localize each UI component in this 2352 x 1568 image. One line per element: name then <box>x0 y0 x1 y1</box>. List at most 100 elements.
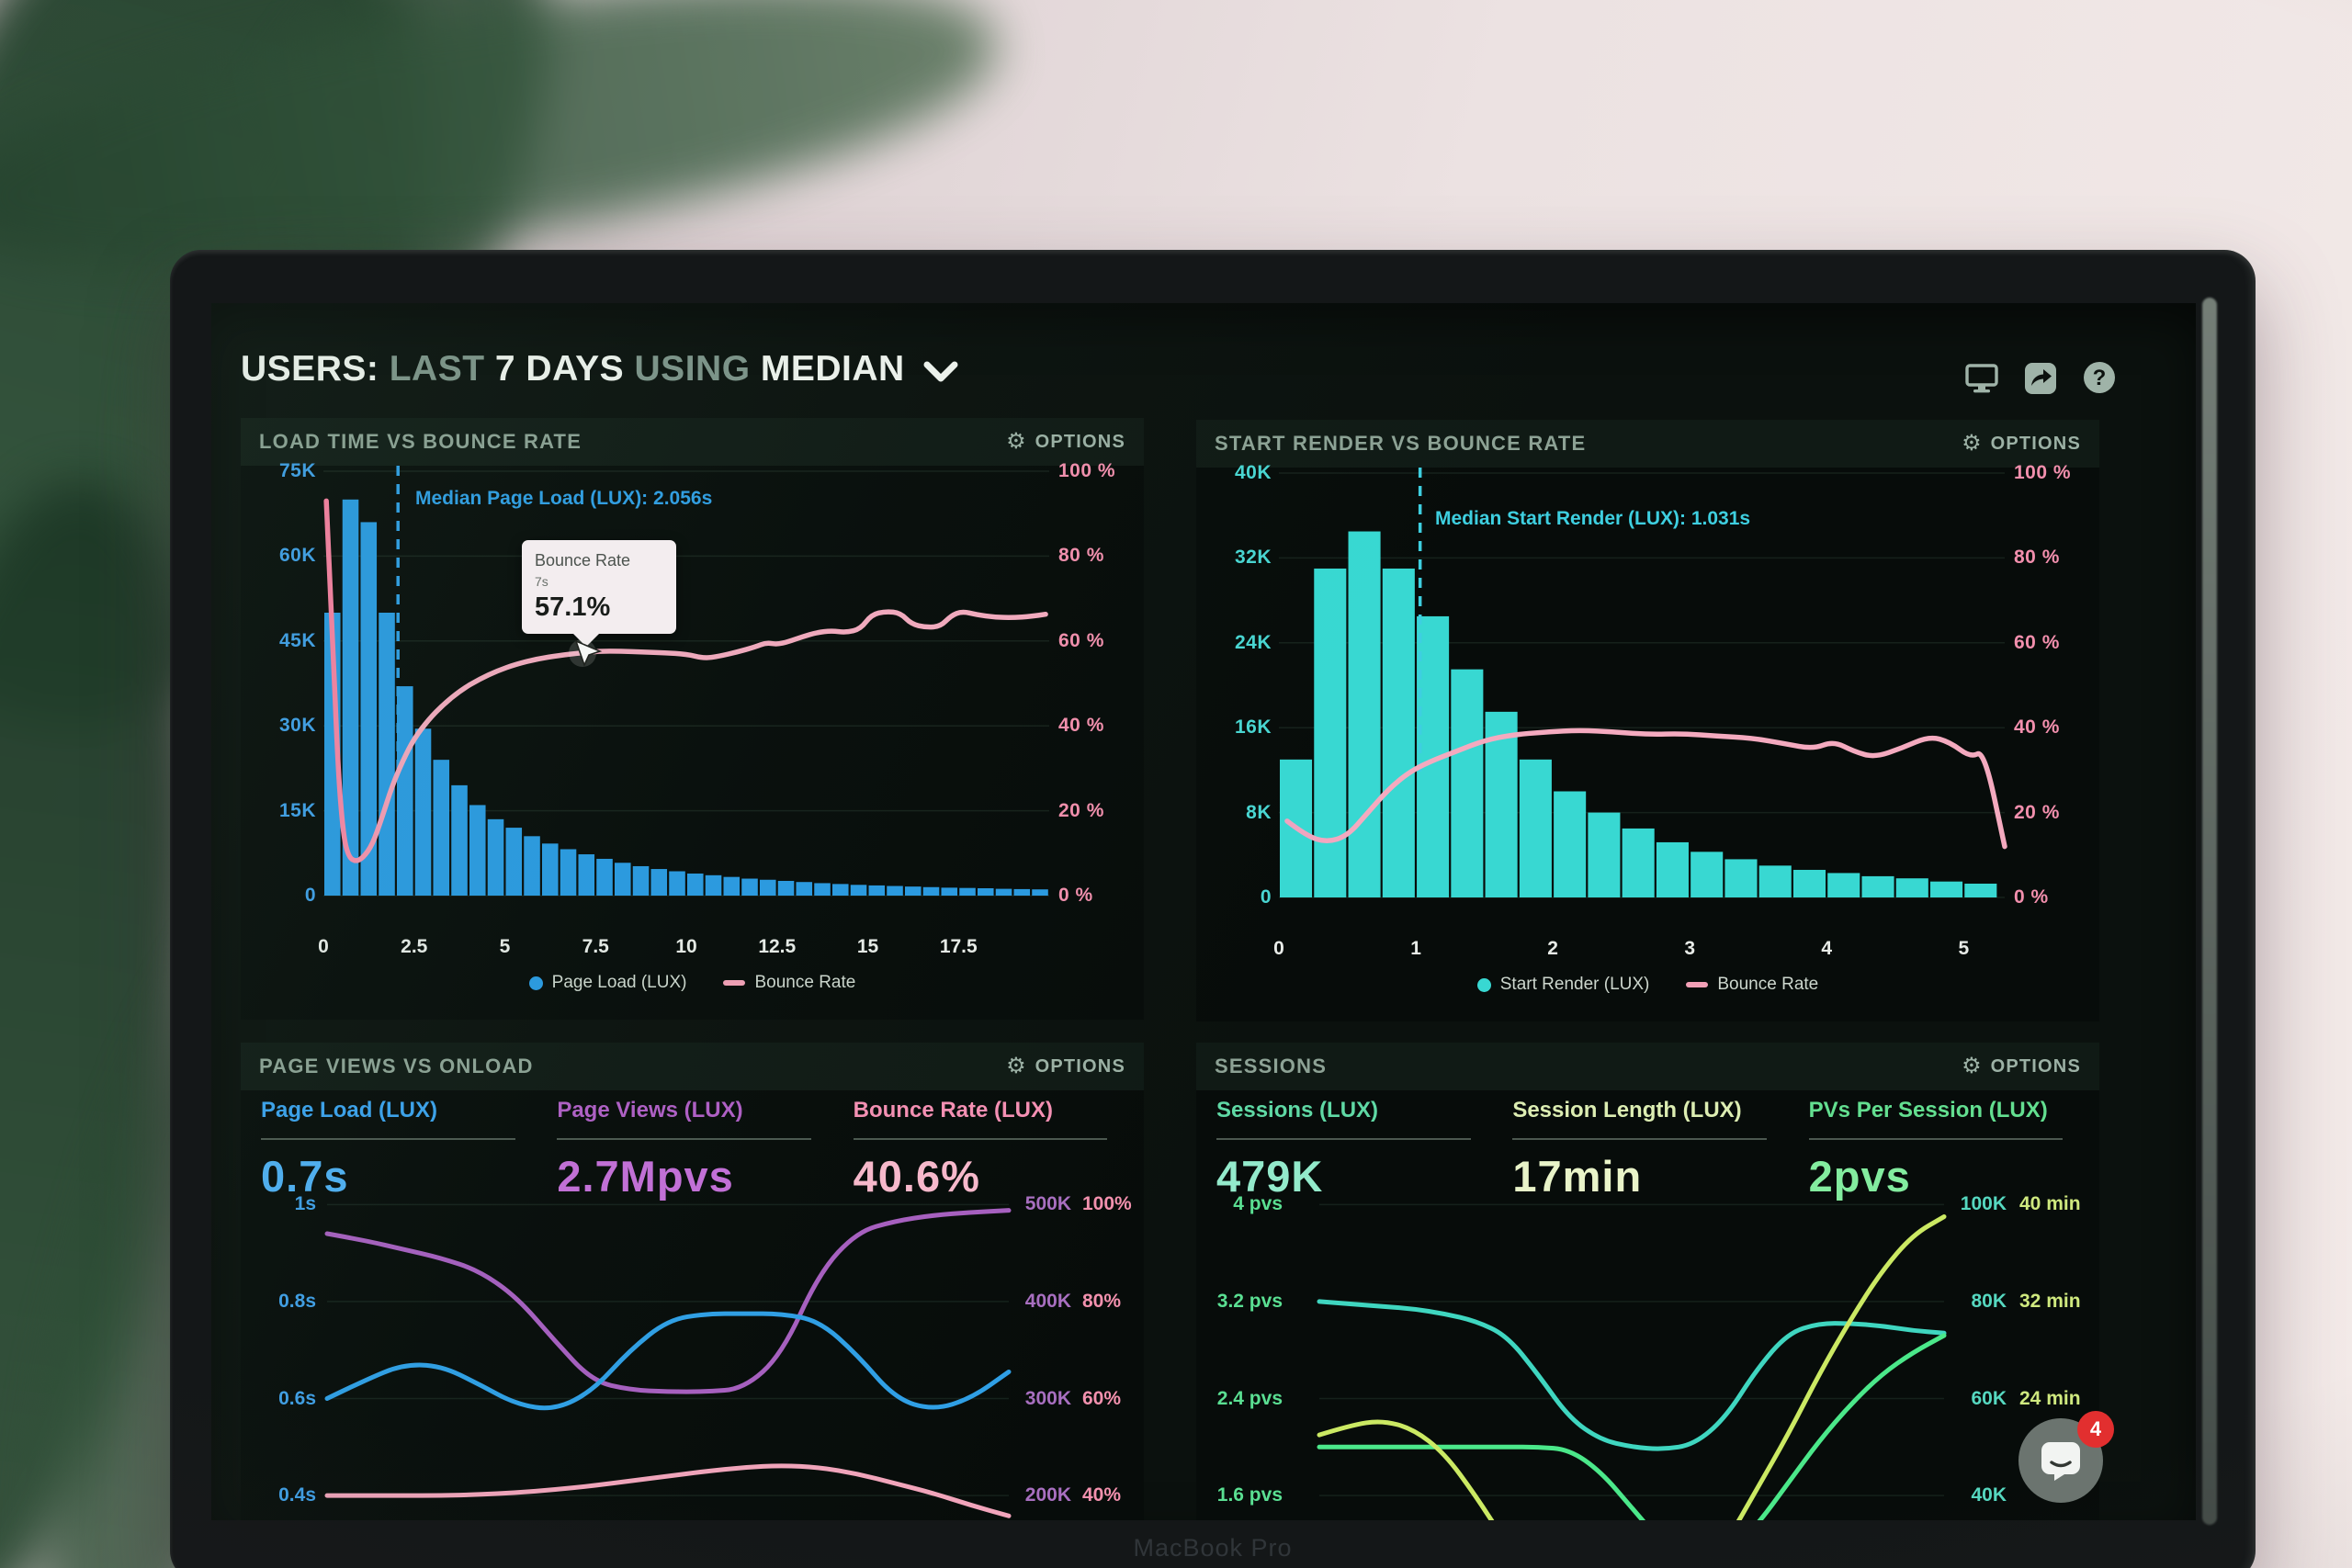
metric-value: 2.7Mpvs <box>557 1152 734 1201</box>
legend-dot-swatch <box>1476 977 1491 992</box>
legend-label: Page Load (LUX) <box>551 973 687 992</box>
share-icon[interactable] <box>2021 358 2060 397</box>
axis-tick-label: 3.2 pvs <box>1216 1290 1283 1312</box>
metric-value: 17min <box>1512 1152 1643 1201</box>
panel-header: PAGE VIEWS VS ONLOAD ⚙ OPTIONS <box>241 1043 1144 1090</box>
title-segment: USING <box>634 349 761 389</box>
help-icon[interactable]: ? <box>2080 358 2119 397</box>
options-button[interactable]: ⚙ OPTIONS <box>1006 1054 1125 1078</box>
metric-cards: Sessions (LUX) 479K Session Length (LUX) 17… <box>1216 1098 2079 1201</box>
x-tick-label: 5 <box>1958 938 1970 959</box>
metric-value: 40.6% <box>853 1152 980 1201</box>
axis-tick-label: 30K <box>278 715 316 737</box>
axis-tick-label: 15K <box>278 799 316 821</box>
x-tick-label: 15 <box>856 936 879 957</box>
start-render-chart-plot[interactable]: Median Start Render (LUX): 1.031s <box>1279 468 2007 898</box>
display-icon[interactable] <box>1962 358 2001 397</box>
x-tick-label: 2.5 <box>401 936 428 957</box>
tooltip-title: Bounce Rate <box>535 551 631 570</box>
panel-title: SESSIONS <box>1215 1055 1328 1077</box>
axis-tick-label: 60% <box>1082 1387 1122 1409</box>
axis-tick-label: 24K <box>1234 631 1272 653</box>
title-segment: MEDIAN <box>760 349 905 389</box>
axis-tick-label: 1.6 pvs <box>1216 1484 1283 1506</box>
legend-dot-swatch <box>528 976 543 990</box>
title-segment: 7 DAYS <box>494 349 635 389</box>
axis-tick-label: 400K <box>1024 1290 1071 1312</box>
axis-tick-label: 40 % <box>2014 716 2060 739</box>
chevron-down-icon <box>923 361 958 382</box>
metric-divider <box>1808 1138 2064 1140</box>
legend-label: Start Render (LUX) <box>1499 975 1650 994</box>
metric-card: Bounce Rate (LUX) 40.6% <box>853 1098 1124 1201</box>
legend-label: Bounce Rate <box>754 973 856 992</box>
median-annotation: Median Page Load (LUX): 2.056s <box>415 488 713 509</box>
page-views-chart-plot[interactable] <box>324 1194 1012 1520</box>
axis-tick-label: 60 % <box>1058 629 1104 651</box>
metric-card: Page Load (LUX) 0.7s <box>261 1098 531 1201</box>
axis-tick-label: 40 % <box>1058 715 1104 737</box>
y-axis-right: 100 % 80 % 60 % 40 % 20 % 0 % <box>1058 460 1139 906</box>
axis-tick-label: 2.4 pvs <box>1216 1387 1283 1409</box>
tooltip-subtitle: 7s <box>535 574 548 589</box>
axis-tick-label: 60 % <box>2014 631 2060 653</box>
metric-divider <box>1512 1138 1767 1140</box>
y-axis-left: 4 pvs 3.2 pvs 2.4 pvs 1.6 pvs <box>1196 1193 1283 1520</box>
axis-tick-label: 40K <box>1971 1484 2007 1506</box>
options-button[interactable]: ⚙ OPTIONS <box>1006 429 1125 454</box>
y-axis-left: 1s 0.8s 0.6s 0.4s <box>246 1193 316 1520</box>
axis-tick-label: 0.8s <box>278 1290 316 1312</box>
options-button[interactable]: ⚙ OPTIONS <box>1962 431 2081 456</box>
load-time-chart-plot[interactable]: Median Page Load (LUX): 2.056s <box>323 466 1049 897</box>
axis-tick-label: 60K <box>278 545 316 567</box>
panel-sessions: SESSIONS ⚙ OPTIONS Sessions (LUX) 479K Ses… <box>1196 1043 2099 1520</box>
panel-page-views-vs-onload: PAGE VIEWS VS ONLOAD ⚙ OPTIONS Page Load… <box>241 1043 1144 1520</box>
y-axis-left: 40K 32K 24K 16K 8K 0 <box>1200 462 1272 908</box>
axis-tick-label: 75K <box>278 460 316 481</box>
metric-label: PVs Per Session (LUX) <box>1808 1098 2048 1122</box>
axis-tick-label: 8K <box>1246 801 1272 823</box>
metric-divider <box>1216 1138 1471 1140</box>
axis-tick-label: 0 % <box>1058 885 1093 906</box>
axis-tick-label: 100K <box>1960 1193 2007 1215</box>
x-tick-label: 12.5 <box>758 936 797 957</box>
axis-tick-label: 1s <box>294 1193 316 1215</box>
axis-tick-label: 0 <box>1260 886 1272 908</box>
panel-header: SESSIONS ⚙ OPTIONS <box>1196 1043 2099 1090</box>
sessions-chart-plot[interactable] <box>1317 1194 1947 1520</box>
mouse-cursor-icon <box>564 638 612 691</box>
x-tick-label: 10 <box>675 936 697 957</box>
metric-label: Sessions (LUX) <box>1216 1098 1379 1122</box>
axis-tick-label: 40% <box>1082 1484 1122 1506</box>
axis-tick-label: 20 % <box>2014 801 2060 823</box>
legend-item: Page Load (LUX) <box>528 973 687 993</box>
median-annotation: Median Start Render (LUX): 1.031s <box>1435 508 1751 529</box>
metric-divider <box>853 1138 1108 1140</box>
metric-label: Page Load (LUX) <box>261 1098 438 1122</box>
metric-card: Sessions (LUX) 479K <box>1216 1098 1487 1201</box>
header-scope-dropdown[interactable]: USERS: LAST 7 DAYS USING MEDIAN <box>241 349 958 389</box>
chat-widget-button[interactable]: 4 <box>2018 1411 2114 1503</box>
legend-line-swatch <box>1686 982 1709 987</box>
sessions-chart <box>1317 1203 1947 1520</box>
laptop-brand-text: MacBook Pro <box>1133 1534 1293 1562</box>
axis-tick-label: 80% <box>1082 1290 1122 1312</box>
page-views-chart <box>324 1203 1012 1518</box>
x-tick-label: 0 <box>318 936 329 957</box>
y-axis-right: 100 % 80 % 60 % 40 % 20 % 0 % <box>2014 462 2095 908</box>
axis-tick-label: 100 % <box>2014 462 2072 483</box>
gear-icon: ⚙ <box>1962 1054 1982 1078</box>
legend-line-swatch <box>723 980 746 986</box>
x-tick-label: 5 <box>499 936 511 957</box>
legend-item: Bounce Rate <box>1686 975 1818 995</box>
y-axis-left: 75K 60K 45K 30K 15K 0 <box>244 460 316 906</box>
x-axis: 0 1 2 3 4 5 <box>1273 938 2005 962</box>
bezel-reflection <box>2202 298 2217 1525</box>
page-title: USERS: LAST 7 DAYS USING MEDIAN <box>241 349 905 389</box>
chart-legend: Start Render (LUX) Bounce Rate <box>1196 975 2099 995</box>
axis-tick-label: 40 min <box>2019 1193 2081 1215</box>
y-axis-right-sessions: 100K 80K 60K 40K <box>1950 1193 2007 1520</box>
axis-tick-label: 80K <box>1971 1290 2007 1312</box>
x-tick-label: 17.5 <box>939 936 978 957</box>
options-button[interactable]: ⚙ OPTIONS <box>1962 1054 2081 1078</box>
